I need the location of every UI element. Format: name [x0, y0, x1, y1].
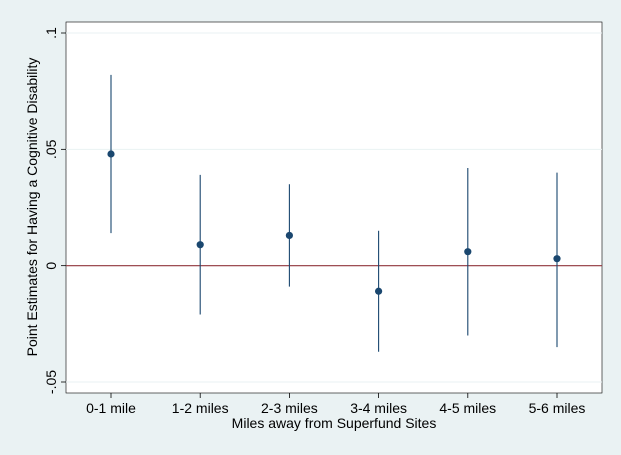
point-estimate: [375, 287, 383, 295]
x-tick-label: 1-2 miles: [172, 400, 229, 416]
x-tick-label: 2-3 miles: [261, 400, 318, 416]
point-estimate: [553, 255, 561, 263]
point-estimate: [107, 150, 115, 158]
y-axis: -.05 0 .05 .1: [43, 27, 66, 394]
x-axis: 0-1 mile 1-2 miles 2-3 miles 3-4 miles 4-5 m…: [86, 393, 585, 416]
y-axis-title: Point Estimates for Having a Cognitive D…: [24, 58, 40, 357]
plot-area: [65, 21, 603, 394]
y-tick-label: 0: [43, 262, 59, 270]
y-tick-label: .05: [43, 139, 59, 159]
x-tick-label: 3-4 miles: [350, 400, 407, 416]
x-tick-label: 0-1 mile: [86, 400, 136, 416]
x-axis-title: Miles away from Superfund Sites: [232, 415, 437, 431]
x-tick-label: 5-6 miles: [529, 400, 586, 416]
point-estimate: [196, 241, 204, 249]
y-tick-label: -.05: [43, 370, 59, 394]
point-estimate: [464, 248, 472, 256]
y-tick-label: .1: [43, 27, 59, 39]
grid-layer: [66, 32, 602, 383]
point-estimate: [285, 231, 293, 240]
series-layer: [107, 74, 561, 352]
x-tick-label: 4-5 miles: [439, 400, 496, 416]
